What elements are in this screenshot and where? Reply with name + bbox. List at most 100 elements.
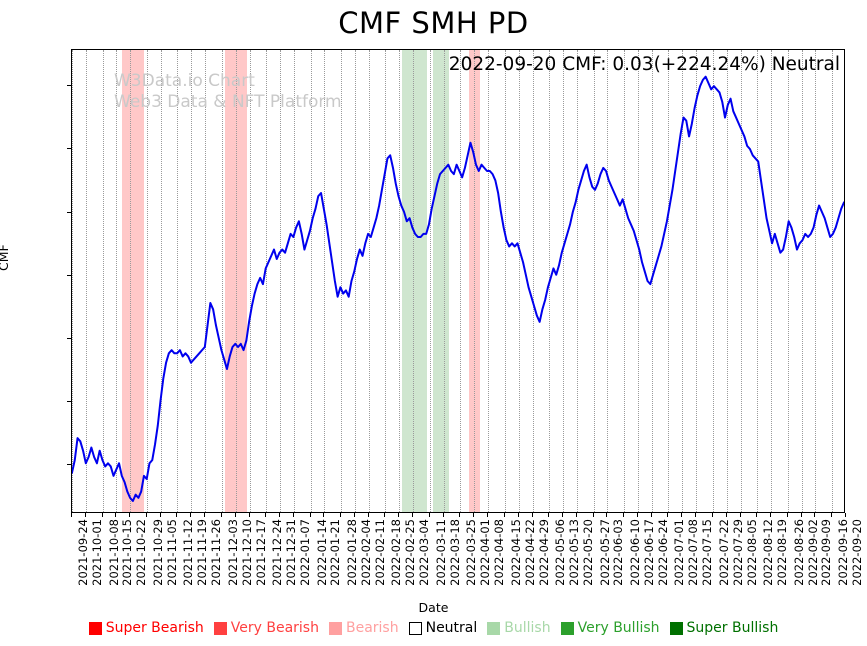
x-tick-label: 2022-09-16 <box>836 519 851 586</box>
x-tick-mark <box>340 513 342 517</box>
x-tick-label: 2022-07-01 <box>672 519 687 586</box>
gridline-vertical <box>235 50 237 512</box>
gridline-vertical <box>354 50 356 512</box>
x-tick-label: 2021-11-26 <box>209 519 224 586</box>
x-tick-label: 2022-04-29 <box>536 519 551 586</box>
x-tick-label: 2021-10-29 <box>150 519 165 586</box>
x-tick-mark <box>129 513 131 517</box>
legend-label: Super Bearish <box>105 620 204 636</box>
gridline-vertical <box>757 50 759 512</box>
legend-label: Bearish <box>345 620 399 636</box>
legend-item-bearish[interactable]: Bearish <box>328 620 399 636</box>
gridline-vertical <box>832 50 834 512</box>
x-tick-mark <box>71 513 72 517</box>
x-tick-label: 2022-09-02 <box>805 519 820 586</box>
x-tick-mark <box>367 513 369 517</box>
x-tick-label: 2021-12-24 <box>270 519 285 586</box>
x-tick-mark <box>725 513 727 517</box>
x-tick-mark <box>190 513 192 517</box>
x-tick-mark <box>548 513 550 517</box>
legend-swatch-icon <box>408 621 422 635</box>
gridline-vertical <box>593 50 595 512</box>
x-tick-label: 2022-07-29 <box>730 519 745 586</box>
x-tick-label: 2022-02-11 <box>372 519 387 586</box>
x-tick-mark <box>234 513 236 517</box>
legend-swatch-icon <box>487 621 501 635</box>
gridline-vertical <box>191 50 193 512</box>
gridline-vertical <box>177 50 179 512</box>
x-tick-mark <box>145 513 147 517</box>
legend-item-very-bullish[interactable]: Very Bullish <box>560 620 660 636</box>
gridline-vertical <box>280 50 282 512</box>
gridline-vertical <box>651 50 653 512</box>
gridline-vertical <box>771 50 773 512</box>
gridline-vertical <box>607 50 609 512</box>
gridline-vertical <box>310 50 312 512</box>
x-tick-mark <box>487 513 489 517</box>
x-tick-label: 2022-01-28 <box>345 519 360 586</box>
x-tick-mark <box>695 513 697 517</box>
x-tick-mark <box>279 513 281 517</box>
gridline-vertical <box>815 50 817 512</box>
x-tick-label: 2022-08-12 <box>761 519 776 586</box>
y-axis-label: CMF <box>0 244 11 271</box>
legend-label: Neutral <box>425 620 478 636</box>
gridline-vertical <box>160 50 162 512</box>
x-tick-label: 2021-10-08 <box>106 519 121 586</box>
x-tick-mark <box>667 513 669 517</box>
gridline-vertical <box>488 50 490 512</box>
x-axis-label: Date <box>418 600 449 615</box>
x-tick-label: 2021-10-01 <box>89 519 104 586</box>
gridline-vertical <box>696 50 698 512</box>
gridline-vertical <box>682 50 684 512</box>
x-tick-mark <box>442 513 444 517</box>
legend-item-super-bearish[interactable]: Super Bearish <box>88 620 204 636</box>
x-tick-label: 2022-07-15 <box>700 519 715 586</box>
gridline-vertical <box>787 50 789 512</box>
x-tick-mark <box>503 513 505 517</box>
x-tick-label: 2022-05-27 <box>597 519 612 586</box>
x-tick-label: 2022-08-19 <box>775 519 790 586</box>
gridline-vertical <box>266 50 268 512</box>
gridline-vertical <box>429 50 431 512</box>
x-tick-label: 2022-08-26 <box>791 519 806 586</box>
x-tick-mark <box>592 513 594 517</box>
x-tick-label: 2022-05-20 <box>580 519 595 586</box>
gridline-vertical <box>116 50 118 512</box>
x-tick-label: 2022-02-25 <box>403 519 418 586</box>
legend-item-super-bullish[interactable]: Super Bullish <box>669 620 779 636</box>
x-tick-label: 2022-08-05 <box>744 519 759 586</box>
legend-label: Very Bullish <box>577 620 660 636</box>
legend-item-neutral[interactable]: Neutral <box>408 620 478 636</box>
legend-swatch-icon <box>328 621 342 635</box>
legend-swatch-icon <box>560 621 574 635</box>
x-tick-label: 2022-06-24 <box>655 519 670 586</box>
x-tick-label: 2022-03-25 <box>464 519 479 586</box>
legend-swatch-icon <box>88 621 102 635</box>
x-tick-mark <box>159 513 161 517</box>
x-tick-label: 2022-01-14 <box>314 519 329 586</box>
x-tick-label: 2022-06-17 <box>641 519 656 586</box>
x-tick-mark <box>398 513 400 517</box>
cmf-series-line <box>72 50 844 512</box>
legend-item-very-bearish[interactable]: Very Bearish <box>213 620 319 636</box>
gridline-vertical <box>624 50 626 512</box>
gridline-vertical <box>801 50 803 512</box>
x-tick-label: 2022-07-08 <box>686 519 701 586</box>
page-title: CMF SMH PD <box>338 6 529 40</box>
x-tick-label: 2022-07-22 <box>716 519 731 586</box>
x-tick-mark <box>220 513 222 517</box>
x-tick-mark <box>309 513 311 517</box>
x-tick-label: 2021-09-24 <box>76 519 90 586</box>
x-tick-label: 2021-11-05 <box>164 519 179 586</box>
gridline-vertical <box>518 50 520 512</box>
x-tick-mark <box>384 513 386 517</box>
x-tick-mark <box>623 513 625 517</box>
x-tick-mark <box>204 513 206 517</box>
gridline-vertical <box>637 50 639 512</box>
legend-label: Super Bullish <box>686 620 779 636</box>
legend-swatch-icon <box>669 621 683 635</box>
legend-label: Bullish <box>504 620 551 636</box>
legend-item-bullish[interactable]: Bullish <box>487 620 551 636</box>
